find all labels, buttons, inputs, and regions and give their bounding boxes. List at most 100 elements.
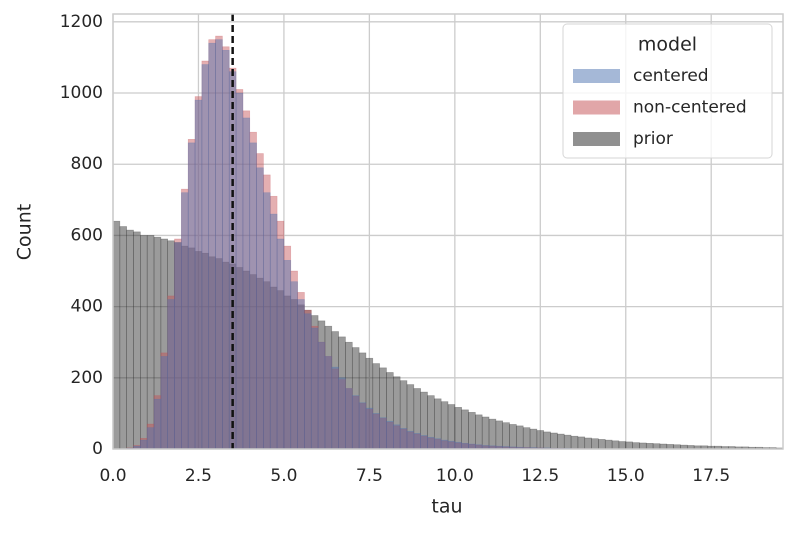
bar (461, 443, 469, 450)
bar (584, 437, 592, 450)
bar (420, 435, 428, 450)
bar (645, 443, 654, 450)
plot-frame (112, 13, 784, 450)
y-tick-label: 200 (71, 368, 103, 388)
bar (522, 427, 531, 450)
bar (625, 441, 633, 450)
legend-swatch (573, 69, 620, 83)
bar (222, 50, 230, 450)
legend-label: non-centered (633, 98, 747, 118)
bar (140, 235, 148, 450)
bar (365, 407, 374, 450)
bar (652, 443, 661, 450)
bar (310, 327, 319, 450)
legend-swatch (573, 100, 620, 115)
bar (208, 42, 216, 450)
legend: model centered non-centered prior (562, 23, 773, 159)
bar (577, 436, 586, 450)
bar (146, 235, 155, 450)
bar (502, 422, 510, 450)
legend-box (562, 23, 773, 159)
y-tick-label: 800 (71, 154, 103, 174)
bar (440, 439, 449, 450)
bar (112, 220, 121, 450)
bar (632, 442, 640, 450)
bar (611, 440, 620, 450)
x-tick-label: 10.0 (436, 466, 474, 486)
bar (543, 431, 551, 450)
legend-swatch (573, 132, 620, 146)
bar (488, 418, 497, 450)
bar (639, 442, 647, 450)
bar (187, 142, 196, 450)
y-axis-label: Count (14, 204, 36, 260)
x-tick-label: 5.0 (270, 466, 297, 486)
bar (618, 441, 627, 450)
bar (263, 192, 271, 450)
bar (468, 412, 476, 450)
bar (598, 439, 606, 450)
bar (317, 341, 326, 450)
legend-label: centered (633, 66, 709, 86)
y-tick-label: 400 (71, 297, 103, 317)
legend-title: model (638, 34, 697, 56)
y-tick-label: 600 (71, 225, 103, 245)
bar (249, 142, 257, 450)
bar (529, 428, 538, 450)
bar (235, 92, 244, 450)
bar (324, 356, 333, 450)
bar (338, 377, 346, 450)
bar (283, 260, 292, 450)
bar (406, 430, 415, 450)
bar (386, 420, 394, 450)
bar (276, 238, 285, 450)
bar (570, 435, 579, 450)
bar (495, 420, 503, 450)
y-tick-label: 1200 (60, 12, 103, 32)
bar (516, 425, 524, 450)
bars (112, 35, 784, 450)
bar (536, 430, 545, 450)
bar (119, 226, 127, 450)
bar (604, 439, 613, 450)
bar (454, 441, 462, 450)
bar (331, 366, 339, 450)
bar (550, 432, 558, 450)
bar (304, 313, 312, 450)
bar (133, 231, 141, 450)
bar (372, 413, 380, 450)
bar (215, 39, 223, 450)
bar (297, 299, 305, 450)
x-tick-label: 12.5 (521, 466, 559, 486)
overlay: 0 200 400 600 800 1000 1200 0.0 2.5 5.0 7.5 10.0 12.… (60, 12, 784, 486)
bar (126, 229, 134, 450)
legend-label: prior (633, 129, 673, 149)
bar (160, 356, 168, 450)
x-tick-label: 0.0 (99, 466, 126, 486)
bar (475, 414, 483, 450)
x-tick-label: 15.0 (607, 466, 645, 486)
bar (201, 64, 210, 450)
bar (358, 402, 367, 450)
bar (557, 433, 565, 450)
bar (194, 99, 203, 450)
bar (290, 281, 298, 450)
bar (146, 427, 155, 450)
bar (379, 417, 387, 450)
bar (434, 438, 442, 450)
bar (413, 433, 421, 450)
bar (174, 242, 182, 450)
bar (351, 395, 360, 450)
bar (181, 192, 189, 450)
x-tick-label: 7.5 (356, 466, 383, 486)
bar (447, 440, 456, 450)
bar (591, 438, 599, 450)
bar (393, 424, 401, 450)
bar (153, 398, 162, 450)
bar (256, 167, 264, 450)
bar (563, 434, 572, 450)
x-tick-label: 2.5 (185, 466, 212, 486)
bar (269, 213, 278, 450)
y-tick-label: 1000 (60, 83, 103, 103)
